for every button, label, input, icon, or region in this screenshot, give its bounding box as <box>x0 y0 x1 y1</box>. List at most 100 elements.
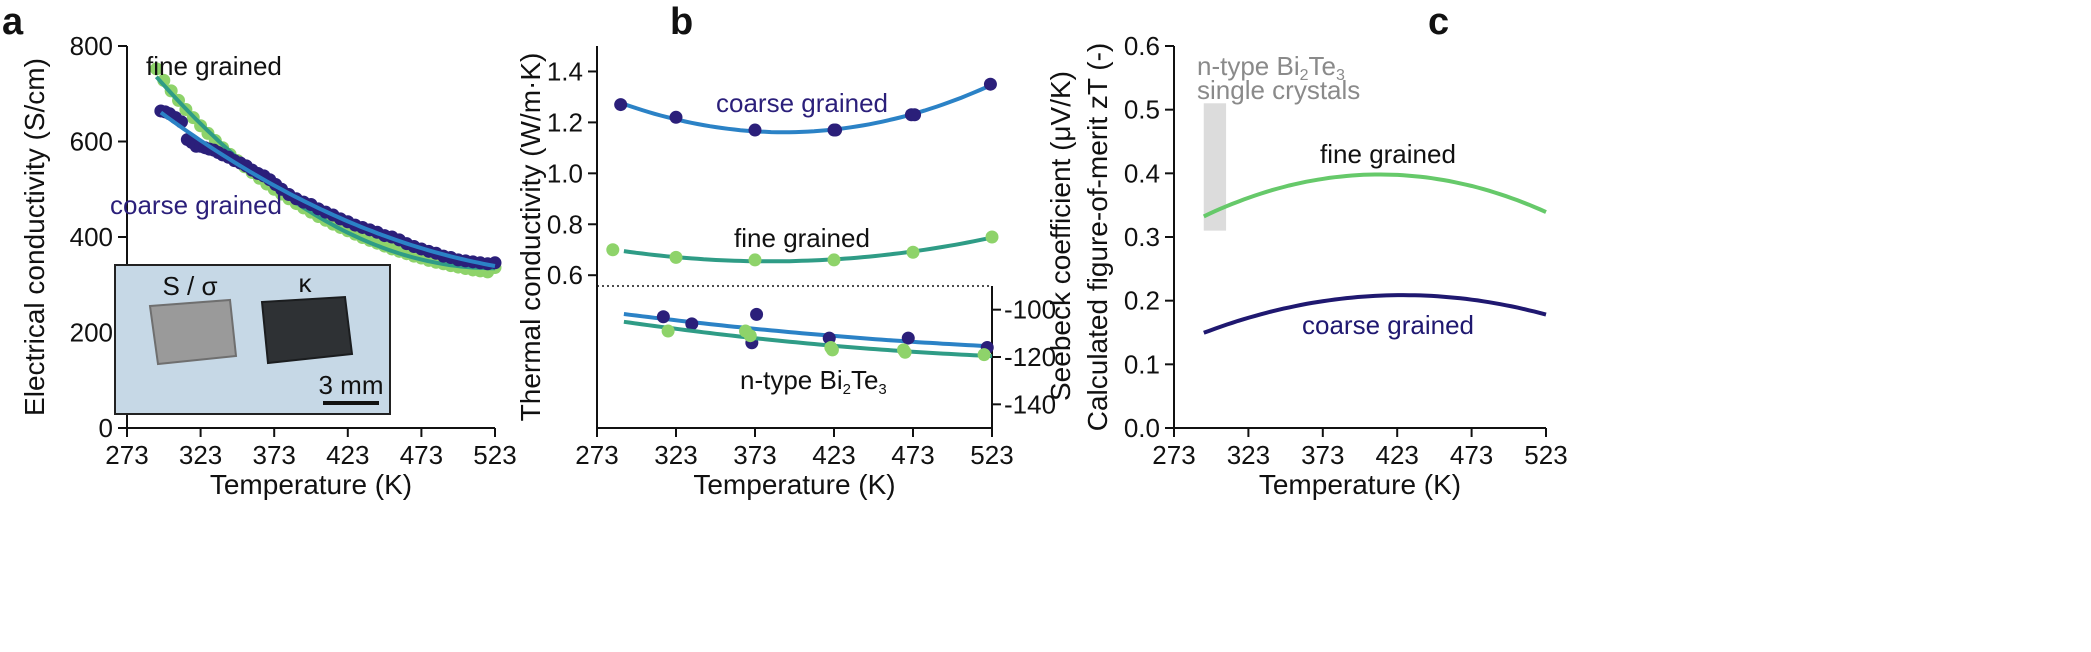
inset-label-right: κ <box>299 268 313 298</box>
series-fine <box>1202 172 1547 219</box>
x-tick-label: 323 <box>654 440 697 470</box>
series-1 <box>606 230 999 267</box>
x-tick-label: 373 <box>733 440 776 470</box>
x-tick-label: 523 <box>970 440 1013 470</box>
data-point <box>908 108 922 122</box>
data-point <box>669 250 683 264</box>
fit-line <box>623 235 993 264</box>
x-tick-label: 273 <box>105 440 148 470</box>
series-fine <box>149 62 502 279</box>
x-tick-label: 373 <box>1301 440 1344 470</box>
data-point <box>685 317 699 331</box>
y-tick-label: 1.4 <box>547 56 583 86</box>
data-point <box>750 307 764 321</box>
data-point <box>985 230 999 244</box>
panel-letter-c: c <box>1428 1 1449 43</box>
data-point <box>901 331 915 345</box>
x-tick-label: 323 <box>179 440 222 470</box>
data-point <box>661 324 675 338</box>
x-tick-label: 373 <box>253 440 296 470</box>
fit-line <box>623 319 993 359</box>
scale-bar-label: 3 mm <box>319 370 384 400</box>
right-y-tick-label: -140 <box>1004 389 1056 419</box>
panel-c-chart: 273 323 373 423 473 523 0.0 0.1 0.2 0.3 0.4 0.5 0.6 T… <box>1082 31 1568 500</box>
y-tick-label: 0.6 <box>547 260 583 290</box>
y-tick-label: 0.0 <box>1124 413 1160 443</box>
panel-b-chart: 273 323 373 423 473 523 0.6 0.8 1.0 1.2 1.4 Tempera… <box>515 46 1076 500</box>
material-sub1: 2 <box>843 381 851 398</box>
y-axis-title: Calculated figure-of-merit zT (-) <box>1082 43 1113 431</box>
data-point <box>983 77 997 91</box>
y-tick-label: 400 <box>70 222 113 252</box>
data-point <box>149 62 163 76</box>
data-point <box>825 343 839 357</box>
inset-photo: S / σ κ 3 mm <box>114 264 391 415</box>
data-point <box>906 245 920 259</box>
data-point <box>614 98 628 112</box>
x-axis-title: Temperature (K) <box>1259 469 1461 500</box>
y-tick-label: 0.5 <box>1124 95 1160 125</box>
y-tick-label: 1.0 <box>547 158 583 188</box>
x-tick-label: 423 <box>1376 440 1419 470</box>
annotation-coarse: coarse grained <box>110 190 282 220</box>
y-tick-label: 0.8 <box>547 209 583 239</box>
x-tick-label: 423 <box>326 440 369 470</box>
material-mid: Te <box>851 365 878 395</box>
gray-sample <box>148 298 238 366</box>
black-sample <box>260 295 354 365</box>
data-point <box>743 329 757 343</box>
data-point <box>488 256 502 270</box>
data-point <box>827 253 841 267</box>
data-point <box>977 348 991 362</box>
fit-line <box>623 312 993 349</box>
right-y-tick-label: -100 <box>1004 295 1056 325</box>
y-tick-label: 0.3 <box>1124 222 1160 252</box>
y-tick-label: 0.4 <box>1124 158 1160 188</box>
series-coarse <box>154 104 502 271</box>
data-point <box>748 123 762 137</box>
y-tick-label: 0.6 <box>1124 31 1160 61</box>
x-tick-label: 473 <box>400 440 443 470</box>
data-point <box>669 110 683 124</box>
x-axis-title: Temperature (K) <box>210 469 412 500</box>
x-tick-label: 273 <box>1152 440 1195 470</box>
x-axis-title: Temperature (K) <box>693 469 895 500</box>
inset-label-left: S / σ <box>162 271 217 301</box>
series-3 <box>623 319 993 362</box>
y-tick-label: 0.1 <box>1124 349 1160 379</box>
reference-band <box>1203 103 1227 231</box>
y-axis-title: Electrical conductivity (S/cm) <box>19 58 50 416</box>
y-tick-label: 0 <box>99 413 113 443</box>
annotation-fine: fine grained <box>734 223 870 253</box>
series-coarse <box>1203 293 1547 335</box>
reference-label-line2: single crystals <box>1197 75 1360 105</box>
series-0 <box>614 77 997 137</box>
annotation-fine: fine grained <box>1320 139 1456 169</box>
annotation-fine: fine grained <box>146 51 282 81</box>
x-tick-label: 523 <box>473 440 516 470</box>
material-sub2: 3 <box>878 381 886 398</box>
y-tick-label: 800 <box>70 31 113 61</box>
data-point <box>748 253 762 267</box>
annotation-material: n-type Bi2Te3 <box>740 365 887 398</box>
panel-a-chart: 273 323 373 423 473 523 0 200 400 600 800 Temperatu… <box>19 31 517 500</box>
y-tick-label: 600 <box>70 127 113 157</box>
ref-prefix: n-type Bi <box>1197 51 1300 81</box>
x-tick-label: 323 <box>1227 440 1270 470</box>
ref-sub1: 2 <box>1300 67 1309 84</box>
right-y-tick-label: -120 <box>1004 342 1056 372</box>
fit-line <box>154 75 495 271</box>
ref-sub2: 3 <box>1336 67 1345 84</box>
x-tick-label: 473 <box>891 440 934 470</box>
fit-line <box>159 110 496 268</box>
material-prefix: n-type Bi <box>740 365 843 395</box>
panel-letter-b: b <box>670 1 693 43</box>
reference-label: n-type Bi2Te3 <box>1197 51 1345 84</box>
fit-line <box>623 82 993 135</box>
data-point <box>829 123 843 137</box>
y-axis-title: Thermal conductivity (W/m·K) <box>515 53 546 422</box>
ref-mid: Te <box>1309 51 1336 81</box>
annotation-coarse: coarse grained <box>716 88 888 118</box>
panel-letter-a: a <box>2 1 24 43</box>
